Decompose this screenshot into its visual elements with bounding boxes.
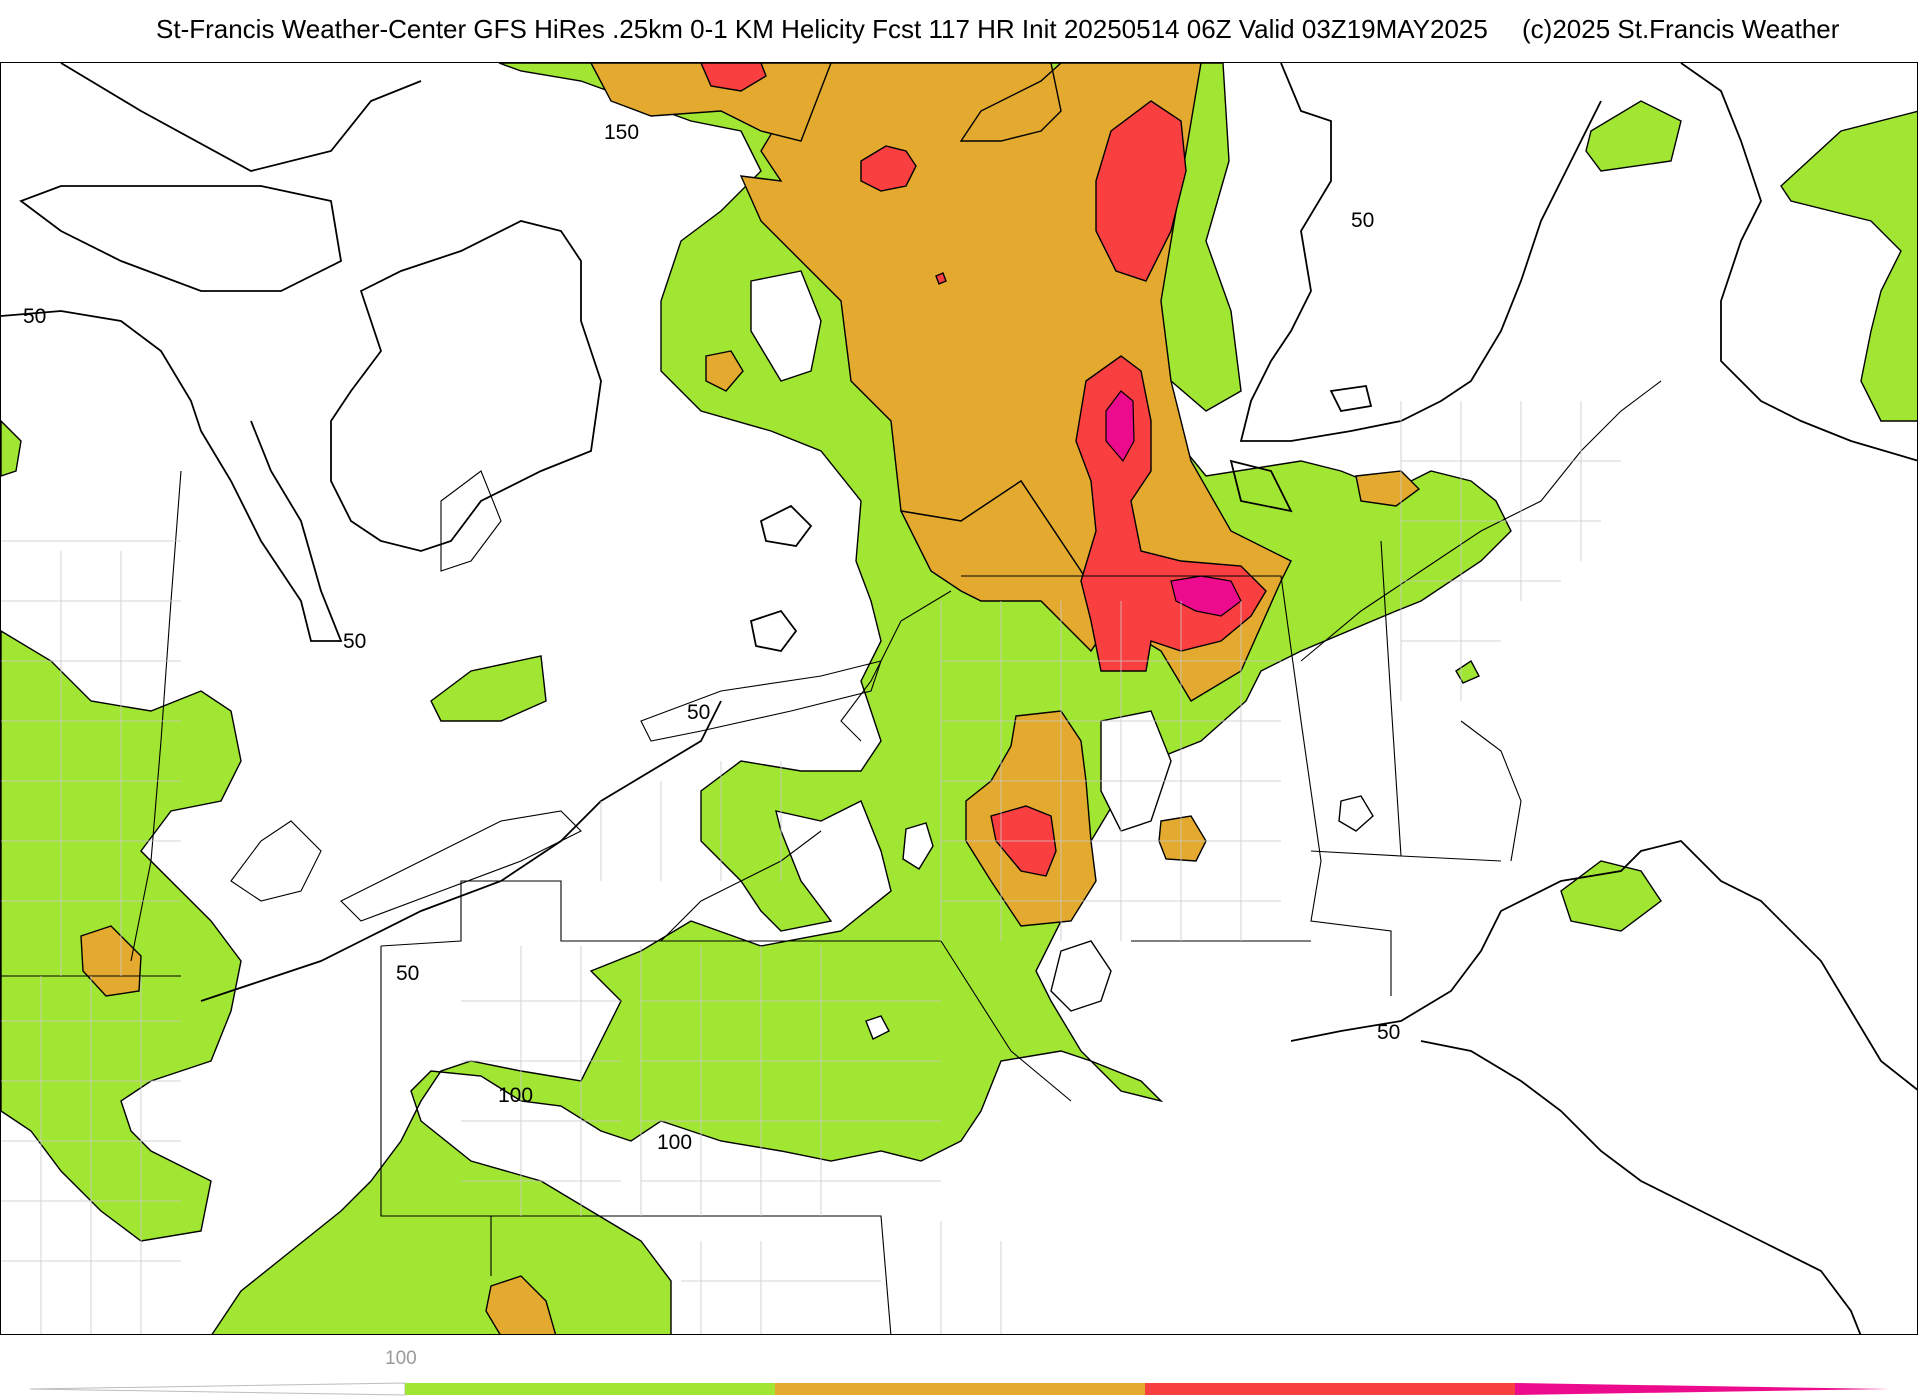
contour-label: 50 [396, 962, 419, 985]
map-panel: 150 50 50 50 50 50 100 100 50 [0, 62, 1918, 1335]
contour-50-small2 [749, 609, 798, 652]
contour-50-small1 [759, 504, 813, 547]
contour-50-fareast [1680, 63, 1917, 462]
lake-ontario-outline [640, 660, 882, 742]
lake-erie-outline [340, 810, 582, 922]
green-region-sw [1, 420, 22, 477]
contour-label: 150 [604, 121, 639, 144]
contour-label: 50 [343, 630, 366, 653]
colorbar: 100 [29, 1348, 1890, 1396]
contour-50-pa [200, 700, 722, 1002]
hole-2 [750, 270, 822, 382]
colorbar-tick-label: 100 [385, 1348, 417, 1369]
hole-4 [1050, 940, 1112, 1012]
contour-50-lines [1, 63, 1917, 1334]
contour-label: 50 [23, 305, 46, 328]
orange-region-ct [1158, 815, 1207, 862]
contour-50-nw [19, 63, 422, 292]
contour-50-se [1290, 840, 1917, 1091]
county-grid [1, 401, 1621, 1334]
hole-3 [1100, 710, 1172, 832]
colorbar-segment-100 [405, 1383, 775, 1395]
state-boundaries [1, 470, 1522, 1334]
hole-5 [1338, 795, 1374, 832]
helicity-250-fill [1105, 390, 1242, 617]
green-region-small1 [1455, 659, 1480, 684]
contour-label: 50 [687, 701, 710, 724]
hole-6 [902, 822, 934, 870]
contour-labels: 150 50 50 50 50 50 100 100 50 [23, 121, 1400, 1154]
georgian-bay [440, 470, 502, 572]
magenta-region-1 [1105, 390, 1135, 463]
copyright-text: (c)2025 St.Francis Weather [1522, 14, 1840, 44]
colorbar-segment-200 [1145, 1383, 1515, 1395]
chart-title: St-Francis Weather-Center GFS HiRes .25k… [0, 14, 1920, 54]
contour-50-small3 [1329, 384, 1373, 412]
contour-50-west [1, 310, 343, 642]
green-region-east [1780, 110, 1917, 422]
contour-50-ring [1229, 459, 1293, 513]
contour-50-ne [1239, 63, 1602, 442]
orange-region-small [705, 350, 744, 392]
title-text: St-Francis Weather-Center GFS HiRes .25k… [156, 14, 1488, 44]
red-region-2 [860, 145, 917, 192]
contour-label: 50 [1351, 209, 1374, 232]
green-region-ne2 [1560, 860, 1662, 932]
lake-coastlines [230, 380, 1662, 922]
orange-region-west [80, 925, 142, 997]
st-lawrence [1300, 380, 1662, 662]
contour-label: 100 [498, 1084, 533, 1107]
orange-region-ne [1355, 470, 1421, 507]
colorbar-segment-250 [1515, 1383, 1890, 1395]
red-region-3 [1095, 100, 1187, 282]
red-region-6 [935, 272, 947, 285]
magenta-region-2 [1170, 575, 1242, 617]
orange-region-sw [485, 1275, 557, 1334]
contour-label: 100 [657, 1131, 692, 1154]
map-canvas: 150 50 50 50 50 50 100 100 50 [1, 63, 1917, 1334]
green-region-ne [1585, 100, 1682, 172]
red-region-1 [700, 63, 767, 92]
green-region-central [211, 63, 1512, 1334]
green-region-mi [430, 655, 547, 722]
contour-50-sea [1420, 1040, 1862, 1334]
colorbar-segment-150 [775, 1383, 1145, 1395]
contour-label: 50 [1377, 1021, 1400, 1044]
orange-region-lobe [590, 63, 832, 142]
contour-50-sasquatch [330, 220, 602, 552]
hole-7 [865, 1015, 890, 1040]
lake-huron-outline [230, 820, 322, 902]
colorbar-lower-tail [29, 1382, 406, 1396]
